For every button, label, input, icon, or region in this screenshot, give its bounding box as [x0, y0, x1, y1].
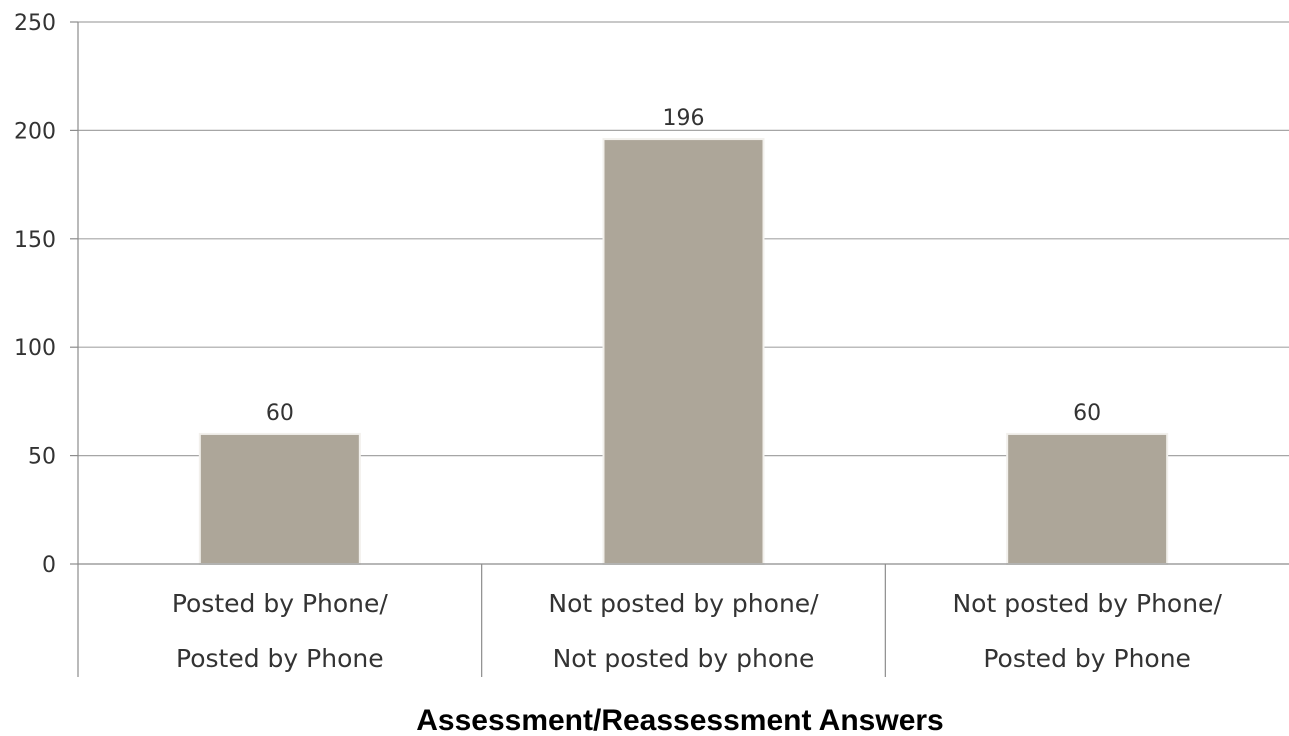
y-tick-label: 150 [14, 228, 56, 253]
category-label: Posted by Phone [176, 644, 384, 673]
y-tick-labels: 0 50 100 150 200 250 [14, 11, 56, 578]
y-tick-label: 200 [14, 119, 56, 144]
y-tick-label: 250 [14, 11, 56, 36]
data-label: 60 [266, 401, 294, 426]
data-label: 60 [1073, 401, 1101, 426]
data-label: 196 [663, 106, 705, 131]
category-label: Not posted by Phone/ [952, 589, 1222, 618]
category-label: Posted by Phone [983, 644, 1191, 673]
category-label: Not posted by phone [553, 644, 815, 673]
data-labels: 60 196 60 [266, 106, 1101, 426]
bar [1006, 432, 1169, 566]
bar [602, 138, 765, 566]
y-tick-label: 100 [14, 336, 56, 361]
category-labels: Posted by Phone/Posted by Phone Not poste… [172, 589, 1223, 673]
y-tick-label: 0 [42, 553, 56, 578]
category-label: Posted by Phone/ [172, 589, 389, 618]
axes [70, 21, 1289, 677]
x-axis-title: Assessment/Reassessment Answers [416, 704, 944, 736]
y-tick-label: 50 [28, 445, 56, 470]
bars [198, 138, 1169, 566]
bar [198, 432, 361, 566]
category-label: Not posted by phone/ [548, 589, 819, 618]
